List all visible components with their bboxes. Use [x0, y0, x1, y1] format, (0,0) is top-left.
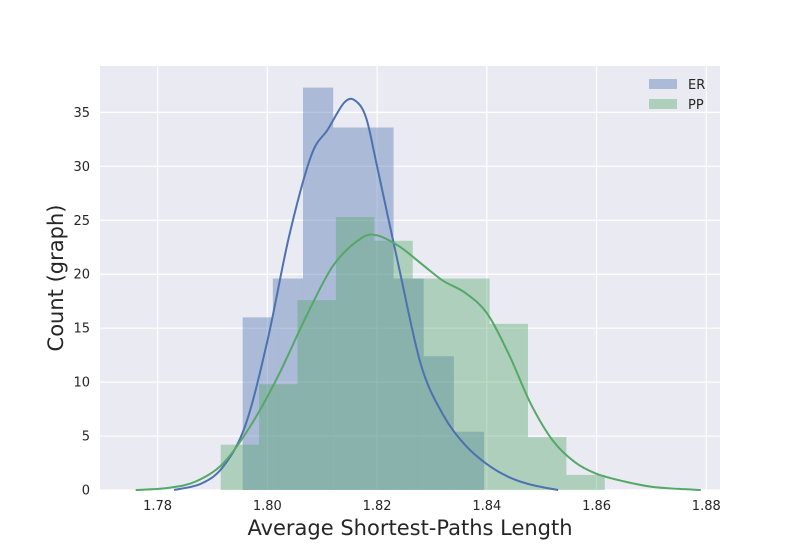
y-tick-label: 35 [73, 106, 90, 121]
y-axis-label: Count (graph) [44, 205, 68, 352]
histogram-bar-pp [412, 278, 452, 490]
x-tick-labels: 1.78 1.80 1.82 1.84 1.86 1.88 [143, 499, 721, 514]
kde-line-pp [135, 233, 701, 491]
y-tick-label: 15 [73, 322, 90, 337]
y-tick-label: 20 [73, 268, 90, 283]
y-tick-label: 10 [73, 376, 90, 391]
plot-background [100, 66, 720, 490]
histogram-bar-pp [489, 323, 528, 490]
y-tick-label: 25 [73, 214, 90, 229]
histogram-bars [220, 87, 605, 490]
legend-label-pp: PP [688, 98, 704, 113]
histogram-bar-pp [374, 240, 413, 490]
histogram-bar-er [242, 317, 273, 490]
x-tick-label: 1.82 [363, 499, 392, 514]
histogram-bar-er [453, 431, 485, 490]
histogram-bar-pp [527, 437, 567, 490]
histogram-bar-pp [566, 474, 605, 490]
legend-swatch-er [649, 79, 677, 89]
x-tick-label: 1.80 [253, 499, 282, 514]
y-tick-label: 5 [82, 430, 90, 445]
y-tick-labels: 0 5 10 15 20 25 30 35 [73, 106, 90, 499]
x-tick-label: 1.86 [582, 499, 611, 514]
histogram-bar-er [333, 127, 364, 490]
y-tick-label: 0 [82, 484, 90, 499]
x-tick-label: 1.78 [143, 499, 172, 514]
legend: ER PP [649, 78, 705, 113]
histogram-bar-pp [451, 278, 490, 490]
histogram-bar-er [363, 127, 394, 490]
x-tick-label: 1.88 [692, 499, 721, 514]
x-axis-label: Average Shortest-Paths Length [247, 516, 572, 540]
legend-label-er: ER [688, 78, 705, 93]
kde-line-er [173, 97, 559, 491]
legend-swatch-pp [649, 99, 677, 109]
histogram-bar-pp [335, 217, 375, 490]
y-tick-label: 30 [73, 160, 90, 175]
histogram-bar-er [303, 87, 334, 490]
kde-curves [135, 97, 701, 491]
histogram-bar-pp [220, 444, 260, 490]
grid-lines [100, 66, 720, 491]
histogram-bar-pp [297, 300, 336, 490]
x-tick-label: 1.84 [472, 499, 501, 514]
histogram-bar-er [272, 278, 304, 490]
